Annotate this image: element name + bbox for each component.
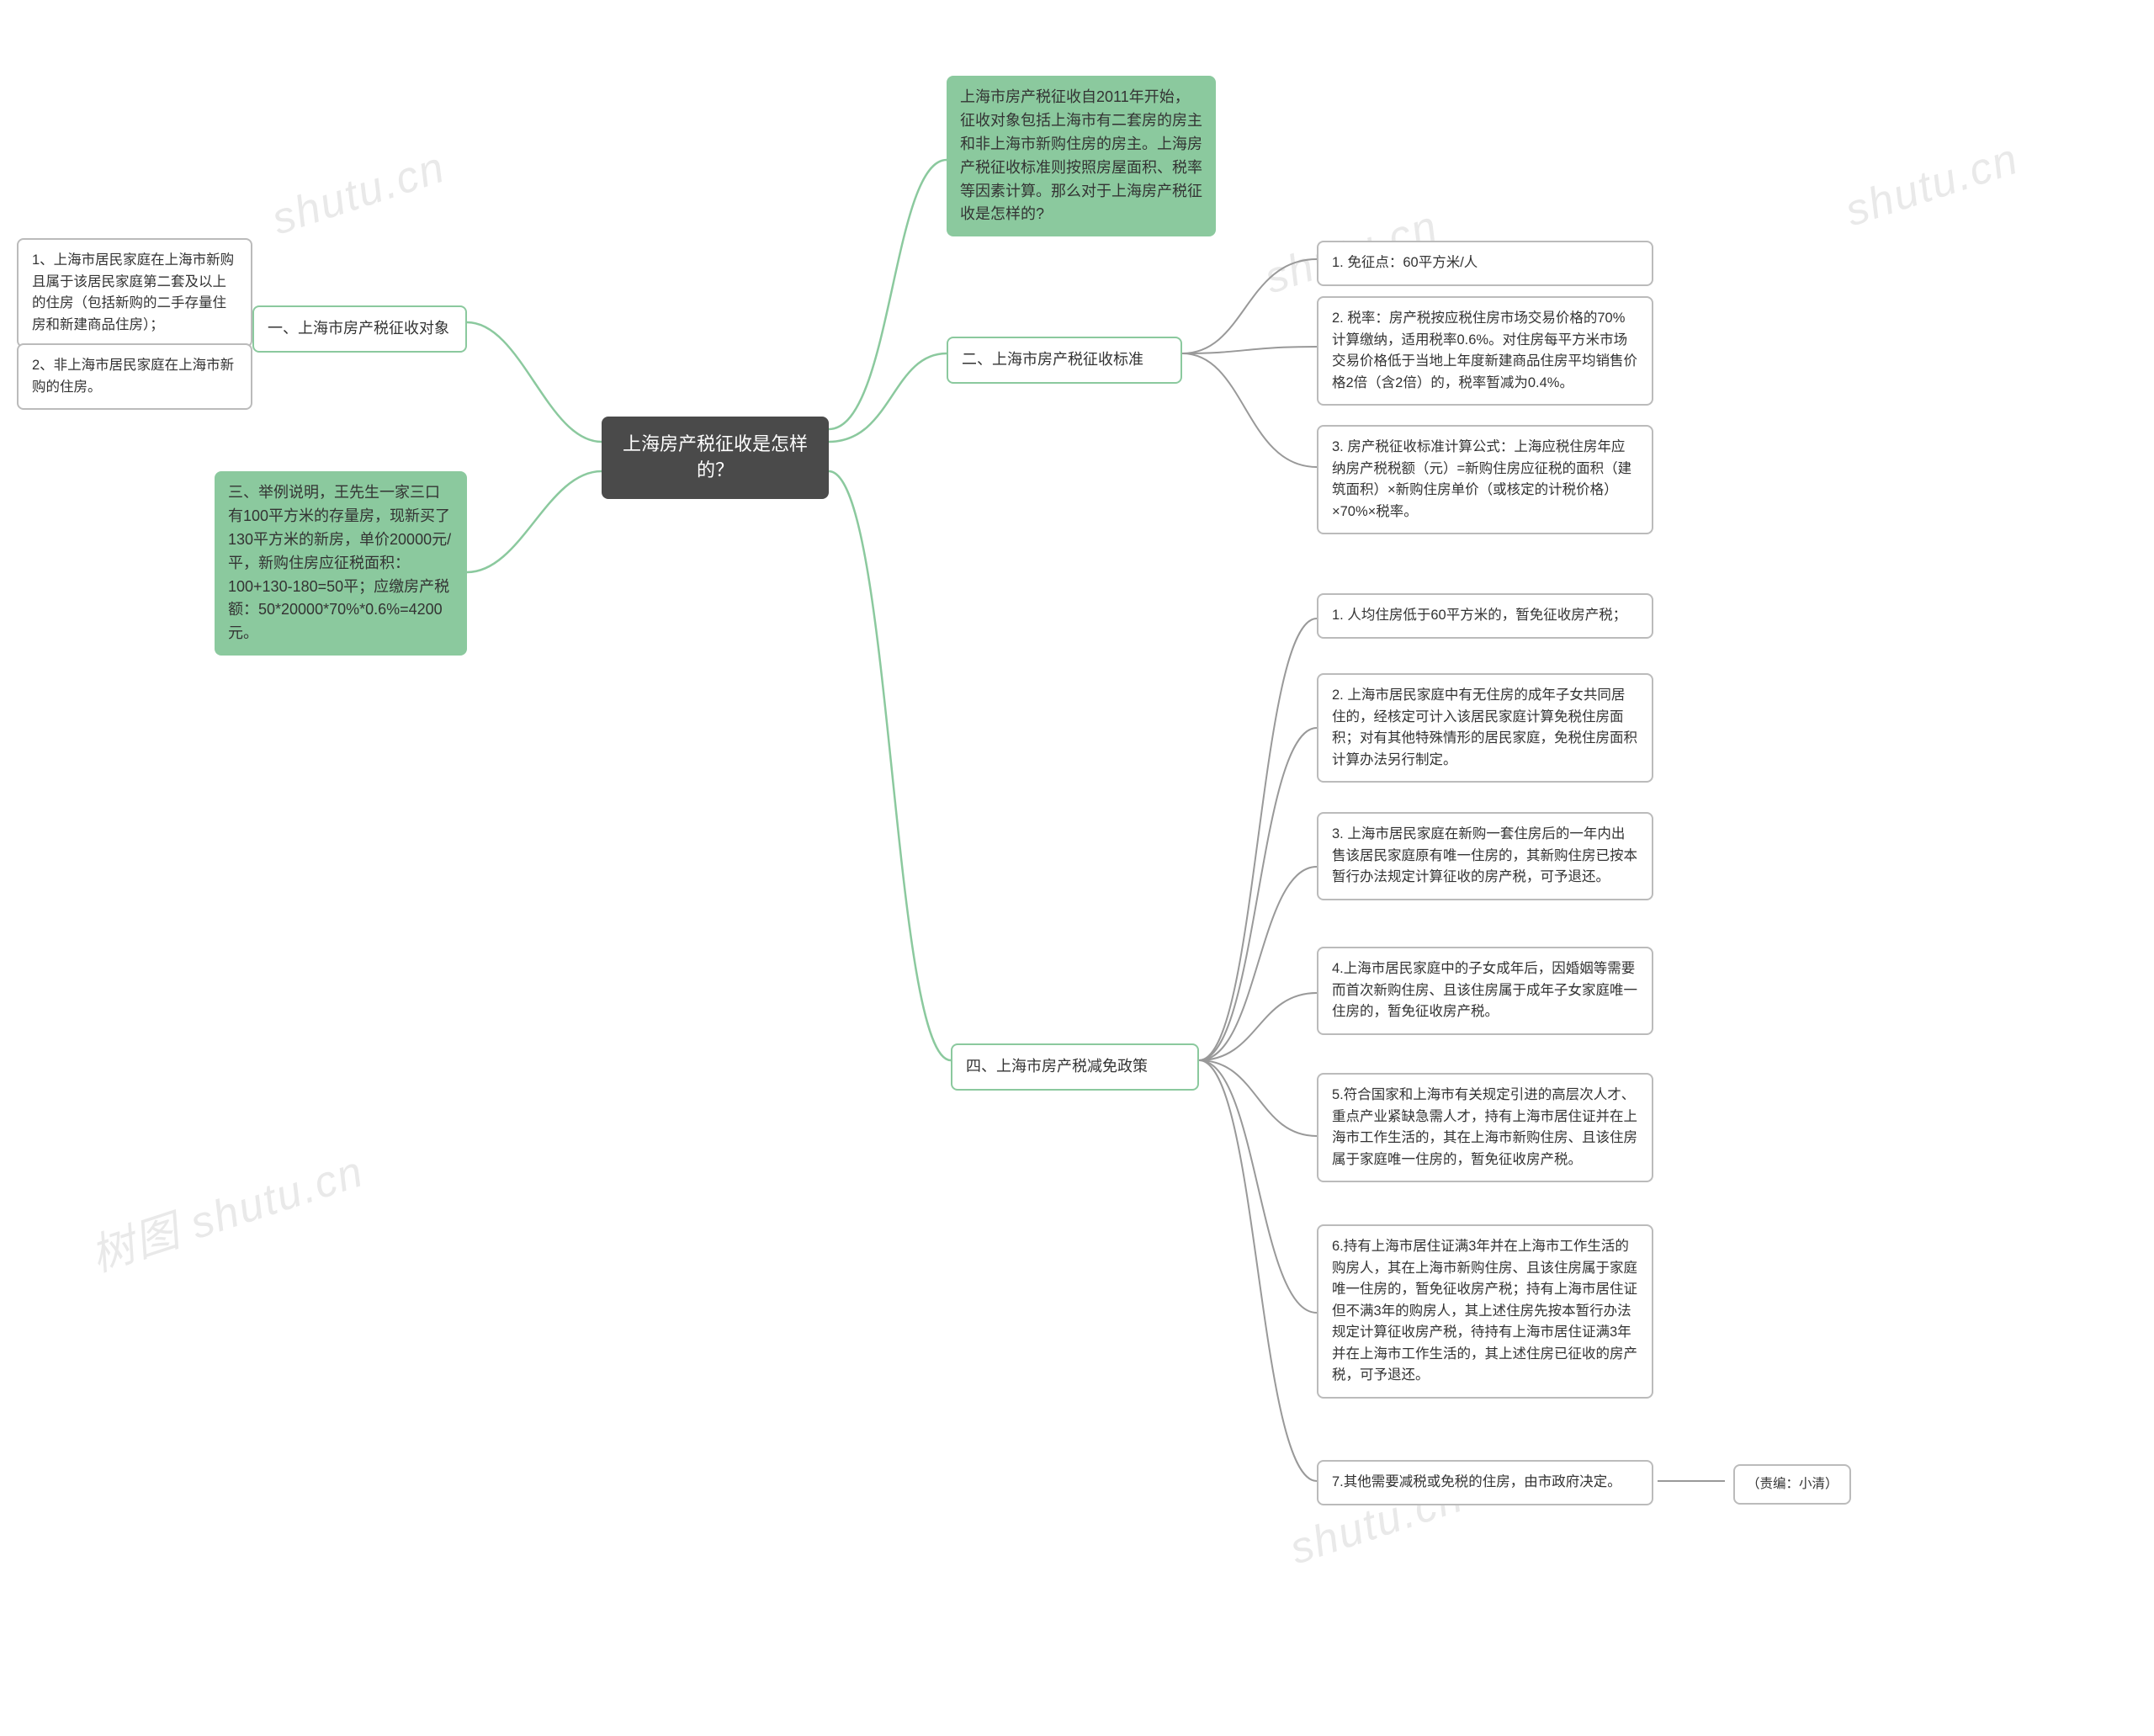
section2-item2: 2. 税率：房产税按应税住房市场交易价格的70%计算缴纳，适用税率0.6%。对住… [1317,296,1653,406]
root-node: 上海房产税征收是怎样的？ [602,417,829,499]
section4-item3: 3. 上海市居民家庭在新购一套住房后的一年内出售该居民家庭原有唯一住房的，其新购… [1317,812,1653,900]
section4-item2: 2. 上海市居民家庭中有无住房的成年子女共同居住的，经核定可计入该居民家庭计算免… [1317,673,1653,783]
section2-item3: 3. 房产税征收标准计算公式：上海应税住房年应纳房产税税额（元）=新购住房应征税… [1317,425,1653,534]
intro-text: 上海市房产税征收自2011年开始，征收对象包括上海市有二套房的房主和非上海市新购… [947,76,1216,236]
section1-item1: 1、上海市居民家庭在上海市新购且属于该居民家庭第二套及以上的住房（包括新购的二手… [17,238,252,348]
section2-title: 二、上海市房产税征收标准 [947,337,1182,384]
section1-item2: 2、非上海市居民家庭在上海市新购的住房。 [17,343,252,410]
section4-item4: 4.上海市居民家庭中的子女成年后，因婚姻等需要而首次新购住房、且该住房属于成年子… [1317,947,1653,1035]
section2-item1: 1. 免征点：60平方米/人 [1317,241,1653,286]
section4-item5: 5.符合国家和上海市有关规定引进的高层次人才、重点产业紧缺急需人才，持有上海市居… [1317,1073,1653,1182]
section1-title: 一、上海市房产税征收对象 [252,305,467,353]
section3-text: 三、举例说明，王先生一家三口有100平方米的存量房，现新买了130平方米的新房，… [215,471,467,656]
watermark: 树图 shutu.cn [82,1136,371,1283]
section4-title: 四、上海市房产税减免政策 [951,1043,1199,1091]
section4-item6: 6.持有上海市居住证满3年并在上海市工作生活的购房人，其在上海市新购住房、且该住… [1317,1224,1653,1399]
section4-item1: 1. 人均住房低于60平方米的，暂免征收房产税； [1317,593,1653,639]
watermark: shutu.cn [1839,134,2025,237]
editor-credit: （责编：小清） [1733,1464,1851,1505]
section4-item7: 7.其他需要减税或免税的住房，由市政府决定。 [1317,1460,1653,1505]
watermark: shutu.cn [266,142,452,246]
